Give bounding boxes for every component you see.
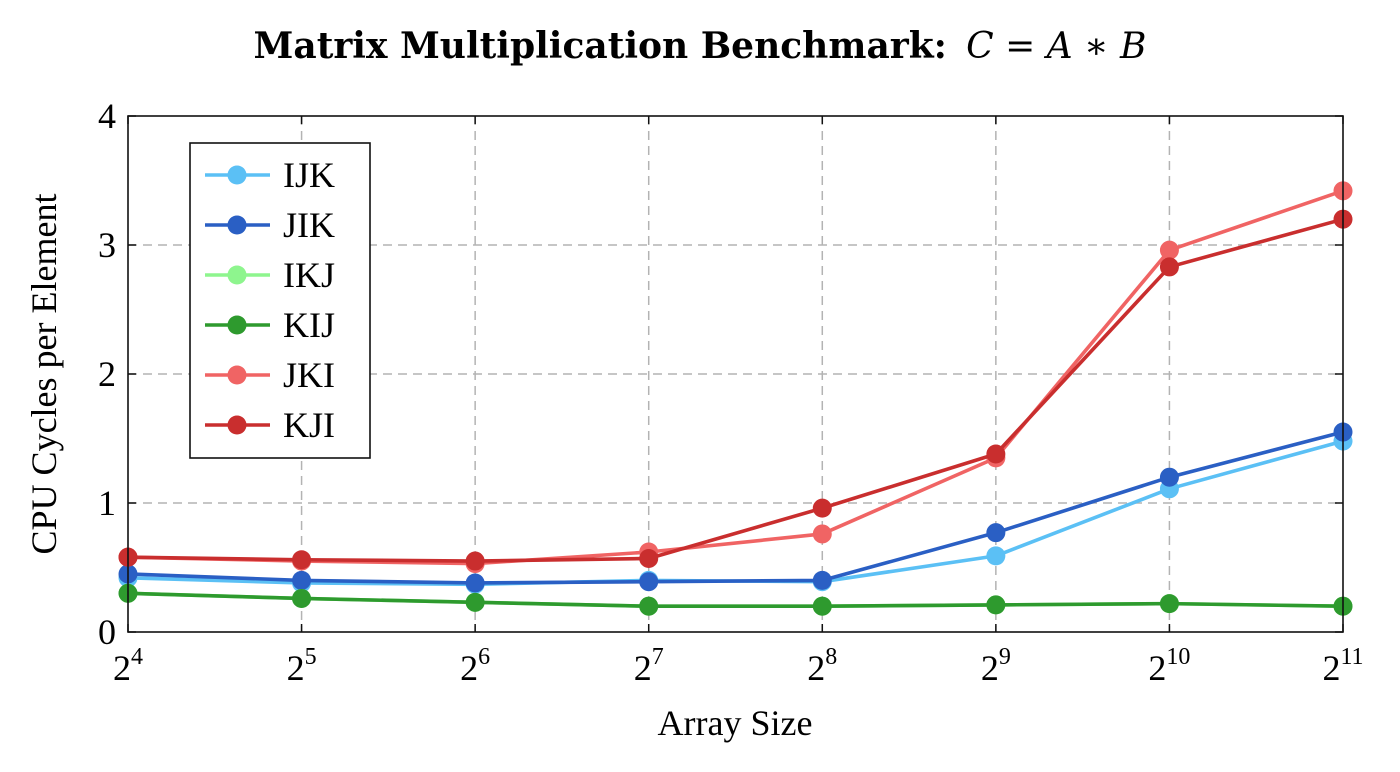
legend-swatch-marker: [227, 315, 247, 335]
legend-item: JKI: [205, 355, 335, 395]
legend-swatch-marker: [227, 215, 247, 235]
series-layer: [118, 181, 1353, 616]
legend-label: KJI: [283, 405, 335, 445]
legend-box: [189, 142, 371, 459]
legend-label: JIK: [283, 205, 335, 245]
x-tick-label: 27: [634, 644, 664, 688]
y-tick-label: 3: [98, 225, 116, 265]
chart-title-text: Matrix Multiplication Benchmark:: [254, 25, 947, 67]
x-tick-label: 25: [287, 644, 317, 688]
legend-item: JIK: [205, 205, 335, 245]
legend-swatch-marker: [227, 415, 247, 435]
chart-title: Matrix Multiplication Benchmark: C = A ∗…: [254, 25, 1147, 67]
y-tick-label: 1: [98, 483, 116, 523]
legend-item: IJK: [205, 155, 335, 195]
x-tick-label: 210: [1148, 644, 1190, 688]
legend: IJK JIK IKJ KIJ JKI KJI: [189, 142, 371, 459]
legend-item: KIJ: [205, 305, 335, 345]
legend-label: KIJ: [283, 305, 335, 345]
series-kji: [118, 209, 1353, 571]
y-tick-label: 0: [98, 612, 116, 652]
x-ticks: 24 25 26 27 28 29 210 211: [113, 116, 1364, 688]
data-point: [1159, 594, 1179, 614]
series-line: [127, 217, 1344, 563]
legend-item: IKJ: [205, 255, 335, 295]
legend-label: IKJ: [283, 255, 335, 295]
data-point: [986, 444, 1006, 464]
data-point: [292, 550, 312, 570]
legend-swatch-marker: [227, 165, 247, 185]
data-point: [986, 595, 1006, 615]
data-point: [1159, 257, 1179, 277]
legend-item: KJI: [205, 405, 335, 445]
x-axis-label: Array Size: [658, 703, 813, 743]
series-line: [127, 591, 1344, 609]
data-point: [986, 546, 1006, 566]
legend-label: JKI: [283, 355, 335, 395]
data-point: [639, 572, 659, 592]
legend-swatch-marker: [227, 365, 247, 385]
x-tick-label: 26: [460, 644, 490, 688]
series-kij: [118, 583, 1353, 616]
data-point: [1159, 240, 1179, 260]
x-tick-label: 28: [807, 644, 837, 688]
data-point: [1159, 467, 1179, 487]
data-point: [812, 498, 832, 518]
y-ticks: 0 1 2 3 4: [98, 96, 1343, 652]
data-point: [292, 588, 312, 608]
x-tick-label: 211: [1322, 644, 1363, 688]
data-point: [292, 570, 312, 590]
chart-title-formula: C = A ∗ B: [966, 26, 1146, 67]
legend-label: IJK: [283, 155, 335, 195]
data-point: [812, 596, 832, 616]
x-tick-label: 24: [113, 644, 143, 688]
y-axis-label: CPU Cycles per Element: [24, 194, 64, 555]
data-point: [812, 570, 832, 590]
series-jik: [118, 422, 1353, 593]
series-line: [127, 430, 1344, 585]
data-point: [986, 523, 1006, 543]
data-point: [465, 551, 485, 571]
y-tick-label: 2: [98, 354, 116, 394]
data-point: [465, 592, 485, 612]
data-point: [639, 548, 659, 568]
data-point: [639, 596, 659, 616]
y-tick-label: 4: [98, 96, 116, 136]
data-point: [465, 573, 485, 593]
legend-swatch-marker: [227, 265, 247, 285]
x-tick-label: 29: [981, 644, 1011, 688]
data-point: [812, 524, 832, 544]
